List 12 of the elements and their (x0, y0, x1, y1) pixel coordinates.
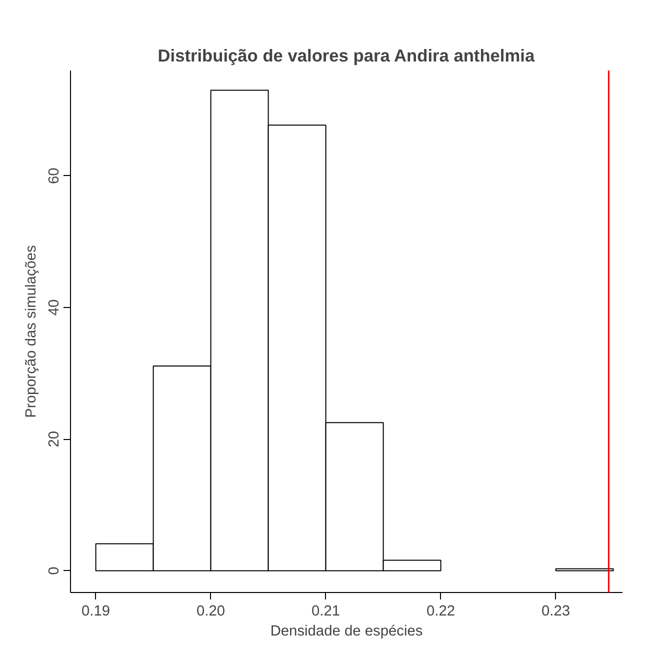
y-tick-label: 20 (46, 430, 62, 448)
chart-title: Distribuição de valores para Andira anthelmia (158, 46, 535, 66)
y-axis-title: Proporção das simulações (24, 245, 40, 418)
y-tick-label: 60 (46, 168, 62, 184)
x-tick-label: 0.22 (426, 604, 456, 620)
x-tick-label: 0.20 (196, 604, 226, 620)
y-tick-label: 40 (46, 299, 62, 316)
x-tick-label: 0.19 (82, 604, 110, 620)
y-tick-label: 0 (46, 566, 62, 575)
x-tick-label: 0.23 (542, 604, 570, 620)
x-tick-label: 0.21 (312, 604, 340, 620)
x-axis-title: Densidade de espécies (270, 624, 423, 640)
